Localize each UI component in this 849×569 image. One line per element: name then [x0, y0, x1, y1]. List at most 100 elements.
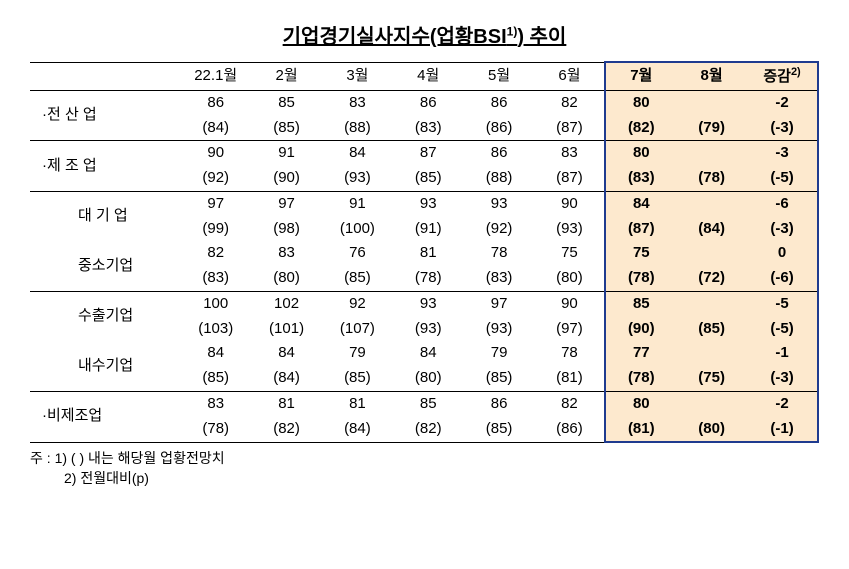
table-row: ·전 산 업86858386868280-2 [30, 90, 818, 115]
cell: (-6) [747, 266, 818, 291]
col-h-5: 6월 [535, 62, 606, 90]
cell: -1 [747, 341, 818, 366]
cell: (79) [676, 116, 747, 141]
cell: 82 [535, 90, 606, 115]
cell: (81) [535, 366, 606, 391]
cell [676, 341, 747, 366]
cell: -6 [747, 191, 818, 216]
cell: (93) [393, 317, 464, 342]
table-row: 수출기업1001029293979085-5 [30, 291, 818, 316]
cell: 77 [605, 341, 676, 366]
cell: (85) [676, 317, 747, 342]
row-label: 수출기업 [30, 291, 180, 341]
cell: 80 [605, 391, 676, 416]
col-h-6: 7월 [605, 62, 676, 90]
cell: (80) [251, 266, 322, 291]
cell: 84 [322, 141, 393, 166]
cell: (-5) [747, 317, 818, 342]
cell: 90 [535, 191, 606, 216]
cell: 86 [464, 391, 535, 416]
cell: (85) [180, 366, 251, 391]
cell: 81 [393, 241, 464, 266]
col-h-4: 5월 [464, 62, 535, 90]
cell: (87) [535, 166, 606, 191]
table-row: 내수기업84847984797877-1 [30, 341, 818, 366]
cell: 87 [393, 141, 464, 166]
cell: (84) [251, 366, 322, 391]
cell: (83) [393, 116, 464, 141]
table-row: 대 기 업97979193939084-6 [30, 191, 818, 216]
cell: 81 [322, 391, 393, 416]
cell: (97) [535, 317, 606, 342]
cell: (90) [605, 317, 676, 342]
cell: (78) [180, 417, 251, 443]
row-label: ·비제조업 [30, 391, 180, 442]
cell: (81) [605, 417, 676, 443]
cell: (82) [605, 116, 676, 141]
cell: (-3) [747, 116, 818, 141]
cell: 86 [393, 90, 464, 115]
cell [676, 141, 747, 166]
cell: 80 [605, 90, 676, 115]
cell: (99) [180, 217, 251, 242]
col-h-7: 8월 [676, 62, 747, 90]
cell: 0 [747, 241, 818, 266]
cell: (98) [251, 217, 322, 242]
cell: (-3) [747, 217, 818, 242]
cell: (78) [605, 266, 676, 291]
cell: (87) [535, 116, 606, 141]
cell: (-3) [747, 366, 818, 391]
cell: 85 [393, 391, 464, 416]
cell: 82 [180, 241, 251, 266]
title-prefix: 기업경기실사지수(업황BSI [283, 26, 507, 48]
table-row: ·제 조 업90918487868380-3 [30, 141, 818, 166]
cell: -5 [747, 291, 818, 316]
cell: (78) [605, 366, 676, 391]
cell: 92 [322, 291, 393, 316]
cell: (93) [322, 166, 393, 191]
bsi-table: 22.1월 2월 3월 4월 5월 6월 7월 8월 증감2) ·전 산 업86… [30, 61, 819, 443]
cell: 81 [251, 391, 322, 416]
row-label: ·전 산 업 [30, 90, 180, 141]
cell: 84 [605, 191, 676, 216]
cell: (85) [251, 116, 322, 141]
cell: (78) [393, 266, 464, 291]
cell: 80 [605, 141, 676, 166]
cell: 83 [251, 241, 322, 266]
cell: 78 [464, 241, 535, 266]
cell: 83 [180, 391, 251, 416]
row-label: ·제 조 업 [30, 141, 180, 192]
cell: 75 [535, 241, 606, 266]
cell: 75 [605, 241, 676, 266]
footnote-1-text: 1) ( ) 내는 해당월 업황전망치 [55, 450, 225, 466]
cell: 85 [605, 291, 676, 316]
cell: (85) [464, 417, 535, 443]
cell: 84 [180, 341, 251, 366]
cell: 93 [393, 291, 464, 316]
cell: 97 [251, 191, 322, 216]
row-label: 중소기업 [30, 241, 180, 291]
cell: 93 [464, 191, 535, 216]
cell: -2 [747, 391, 818, 416]
cell: (84) [322, 417, 393, 443]
cell: 84 [251, 341, 322, 366]
cell: (93) [464, 317, 535, 342]
cell: 79 [322, 341, 393, 366]
cell [676, 191, 747, 216]
cell: (92) [464, 217, 535, 242]
cell: (88) [322, 116, 393, 141]
cell: (-1) [747, 417, 818, 443]
cell: -3 [747, 141, 818, 166]
cell: 97 [464, 291, 535, 316]
cell: 90 [535, 291, 606, 316]
col-h-3: 4월 [393, 62, 464, 90]
cell [676, 291, 747, 316]
title-suffix: ) 추이 [517, 26, 566, 48]
col-h-2: 3월 [322, 62, 393, 90]
cell: (84) [676, 217, 747, 242]
cell: (103) [180, 317, 251, 342]
cell: (83) [180, 266, 251, 291]
cell: (85) [322, 266, 393, 291]
cell: (78) [676, 166, 747, 191]
cell: (84) [180, 116, 251, 141]
